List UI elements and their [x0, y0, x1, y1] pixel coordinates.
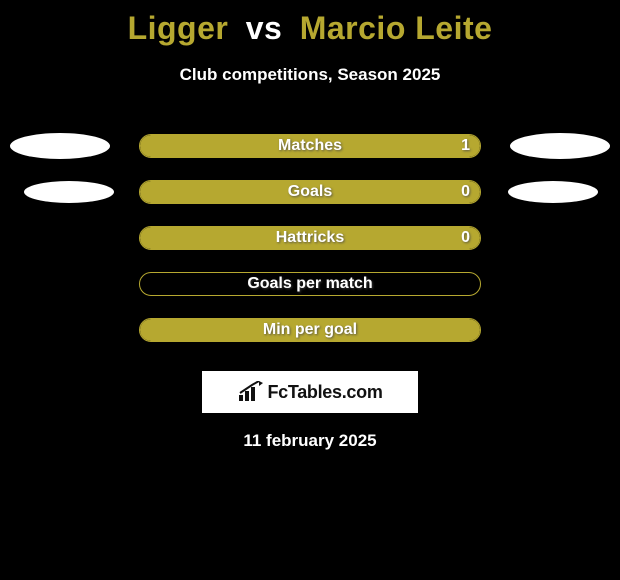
stat-value-right: 1 — [461, 134, 470, 158]
stat-value-right: 0 — [461, 226, 470, 250]
vs-text: vs — [246, 10, 283, 46]
ellipse-left — [10, 133, 110, 159]
bar-track — [139, 226, 481, 250]
stat-row: Goals per match — [0, 261, 620, 307]
player1-name: Ligger — [128, 10, 229, 46]
bar-fill — [140, 181, 480, 203]
ellipse-right — [508, 181, 598, 203]
bar-track — [139, 180, 481, 204]
player2-name: Marcio Leite — [300, 10, 493, 46]
bar-fill — [140, 227, 480, 249]
stat-row: Min per goal — [0, 307, 620, 353]
stat-row: Hattricks0 — [0, 215, 620, 261]
date-text: 11 february 2025 — [0, 431, 620, 451]
logo-text: FcTables.com — [267, 382, 382, 403]
logo-box: FcTables.com — [202, 371, 418, 413]
stat-value-right: 0 — [461, 180, 470, 204]
bar-track — [139, 134, 481, 158]
subtitle: Club competitions, Season 2025 — [0, 65, 620, 85]
bar-fill — [140, 135, 480, 157]
stat-row: Goals0 — [0, 169, 620, 215]
ellipse-left — [24, 181, 114, 203]
page-title: Ligger vs Marcio Leite — [0, 0, 620, 47]
stat-rows: Matches1Goals0Hattricks0Goals per matchM… — [0, 123, 620, 353]
stat-row: Matches1 — [0, 123, 620, 169]
ellipse-right — [510, 133, 610, 159]
chart-icon — [237, 381, 263, 403]
bar-track — [139, 272, 481, 296]
bar-fill — [140, 319, 480, 341]
bar-track — [139, 318, 481, 342]
